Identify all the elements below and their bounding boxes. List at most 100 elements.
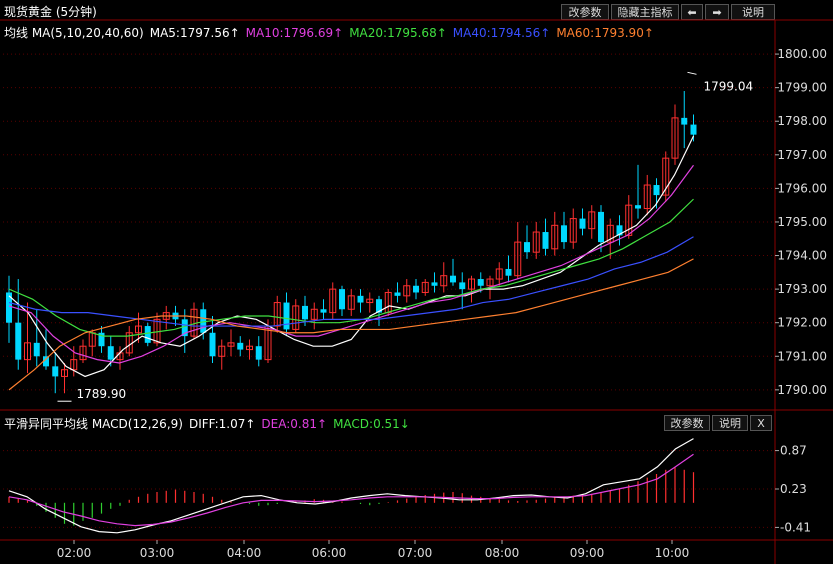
candle-body-down (635, 205, 641, 209)
candle-body-down (200, 309, 207, 333)
x-tick-label: 06:00 (312, 546, 347, 560)
ma-line-ma40 (8, 236, 694, 327)
candle-body-down (459, 282, 466, 290)
ma60-value: MA60:1793.90↑ (556, 26, 654, 40)
candle-body-up (403, 285, 411, 297)
macd-y-tick-label: 0.23 (780, 482, 807, 496)
candle-body-down (413, 285, 419, 293)
candle-body-down (450, 275, 456, 283)
candle-body-up (662, 157, 670, 196)
y-tick-label: 1798.00 (777, 114, 827, 128)
x-tick-label: 02:00 (57, 546, 92, 560)
candle-body-down (598, 211, 604, 243)
ma-line-ma60 (8, 258, 694, 391)
ma-line-ma10 (8, 164, 694, 364)
chart-title: 现货黄金 (5分钟) (4, 5, 97, 19)
candle-body-up (486, 278, 494, 287)
diff-value: DIFF:1.07↑ (188, 417, 256, 431)
dea-value: DEA:0.81↑ (261, 417, 328, 431)
y-tick-label: 1796.00 (777, 181, 827, 195)
candle-body-down (43, 356, 49, 367)
candle-body-down (653, 185, 660, 196)
candle-body-up (421, 281, 429, 293)
candle-body-down (394, 292, 401, 296)
candle-body-up (347, 295, 355, 310)
candle-body-down (237, 342, 244, 350)
high-annotation: 1799.04 (704, 79, 754, 93)
x-tick-label: 10:00 (655, 546, 690, 560)
candle-body-up (468, 278, 475, 290)
macd-diff-line (8, 438, 694, 534)
ma40-value: MA40:1794.56↑ (452, 26, 551, 40)
candle-body-down (209, 332, 216, 357)
candle-body-down (690, 124, 697, 135)
candle-body-down (561, 225, 567, 243)
candle-body-down (98, 332, 105, 347)
candle-body-up (532, 231, 540, 253)
x-tick-label: 04:00 (227, 546, 262, 560)
candle-body-down (339, 289, 345, 310)
candle-body-up (310, 308, 318, 320)
low-annotation: 1789.90 (77, 387, 127, 401)
candle-body-down (302, 305, 308, 320)
ma20-value: MA20:1795.68↑ (349, 26, 447, 40)
candle-body-up (273, 302, 281, 327)
high-marker (687, 71, 697, 75)
candle-body-up (246, 345, 253, 351)
x-tick-label: 07:00 (398, 546, 433, 560)
x-tick-label: 03:00 (140, 546, 175, 560)
ma-legend: 均线 MA(5,10,20,40,60) MA5:1797.56↑ MA10:179… (4, 24, 660, 41)
candle-body-up (551, 224, 559, 250)
y-tick-label: 1791.00 (777, 349, 827, 363)
ma5-value: MA5:1797.56↑ (149, 26, 240, 40)
candle-body-up (218, 345, 226, 357)
candle-body-up (292, 305, 300, 330)
candle-body-up (671, 117, 679, 159)
candle-body-down (33, 342, 40, 357)
candle-body-up (227, 342, 235, 347)
y-tick-label: 1797.00 (777, 148, 827, 162)
candle-body-down (477, 279, 484, 286)
candle-body-up (643, 184, 651, 210)
macd-legend: 平滑异同平均线 MACD(12,26,9) DIFF:1.07↑ DEA:0.81↑… (4, 415, 416, 432)
candle-body-up (625, 204, 633, 236)
ma-line-ma20 (8, 198, 694, 337)
candle-body-down (579, 218, 586, 229)
candle-body-up (495, 268, 503, 280)
candle-body-up (61, 369, 68, 377)
macd-value: MACD:0.51↓ (333, 417, 410, 431)
macd-legend-label: 平滑异同平均线 MACD(12,26,9) (4, 417, 183, 431)
candle-body-down (542, 232, 549, 249)
candle-body-up (24, 342, 31, 361)
macd-help-button[interactable]: 说明 (712, 415, 748, 431)
candle-body-up (79, 345, 87, 361)
candle-body-down (681, 117, 688, 125)
macd-y-tick-label: 0.87 (780, 444, 807, 458)
candle-body-up (329, 288, 337, 314)
macd-edit-params-button[interactable]: 改参数 (664, 415, 710, 431)
candle-body-down (524, 242, 530, 253)
candle-body-down (15, 322, 22, 360)
candle-body-up (440, 275, 448, 287)
macd-close-icon[interactable]: X (750, 415, 772, 431)
ma10-value: MA10:1796.69↑ (245, 26, 344, 40)
macd-dea-line (8, 453, 694, 527)
x-tick-label: 09:00 (570, 546, 605, 560)
y-tick-label: 1795.00 (777, 215, 827, 229)
macd-y-tick-label: -0.41 (780, 520, 811, 534)
candle-body-up (366, 298, 374, 304)
ma-legend-label: 均线 MA(5,10,20,40,60) (4, 26, 144, 40)
candle-body-down (144, 326, 151, 343)
candle-body-down (376, 299, 382, 313)
candle-body-up (70, 359, 78, 371)
y-tick-label: 1793.00 (777, 282, 827, 296)
candle-body-down (616, 225, 623, 236)
candle-body-down (283, 302, 290, 330)
candle-body-down (255, 346, 262, 360)
candle-body-down (107, 346, 114, 360)
candle-body-down (6, 292, 12, 323)
candle-body-up (514, 241, 522, 277)
y-tick-label: 1792.00 (777, 316, 827, 330)
x-tick-label: 08:00 (485, 546, 520, 560)
